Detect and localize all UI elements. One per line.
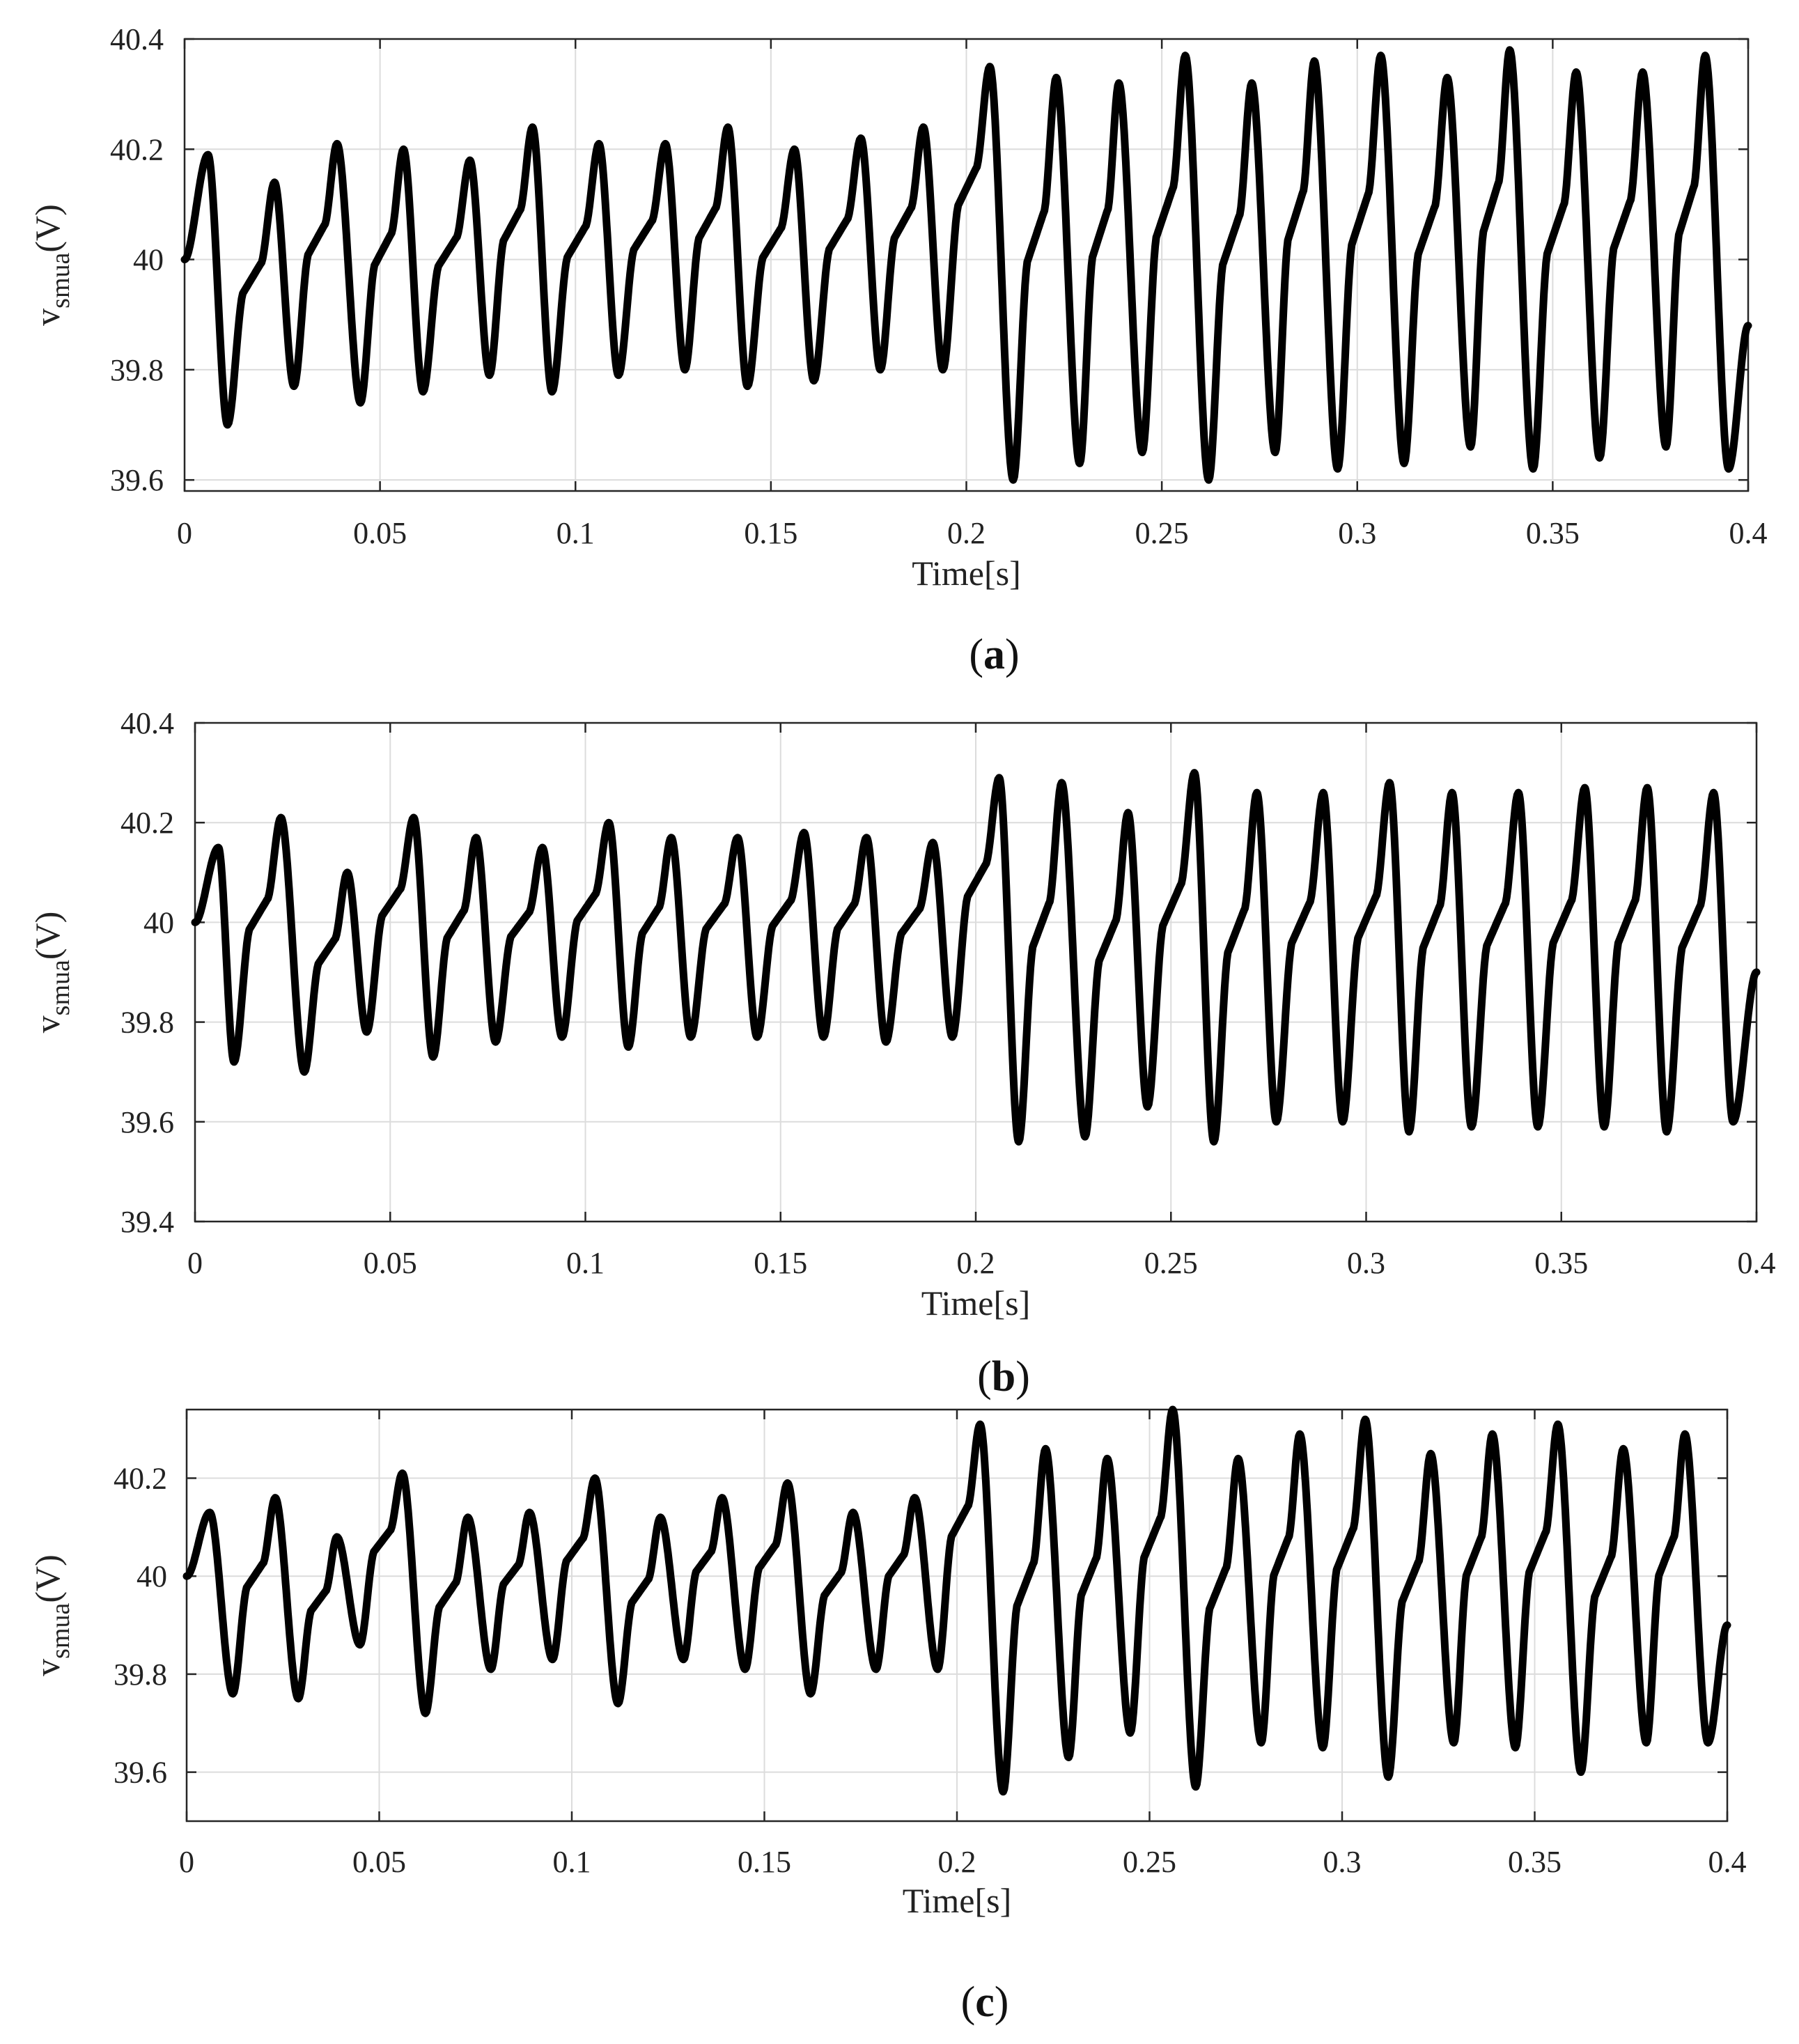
y-tick-label: 39.6 <box>110 463 164 497</box>
x-tick-label: 0 <box>179 1845 194 1879</box>
x-tick-label: 0.05 <box>352 1845 406 1879</box>
x-tick-label: 0.2 <box>957 1246 995 1280</box>
x-tick-label: 0.25 <box>1123 1845 1176 1879</box>
series-line <box>182 1405 1731 1796</box>
y-tick-label: 39.6 <box>120 1105 174 1139</box>
grid-lines <box>186 1410 1728 1821</box>
y-axis-label: vsmua(V) <box>28 204 75 326</box>
y-axis-label-subscript: smua <box>46 960 75 1015</box>
x-tick-label: 0.1 <box>566 1246 605 1280</box>
y-tick-label: 39.4 <box>120 1205 174 1239</box>
y-tick-label: 39.8 <box>110 353 164 387</box>
panel-caption: (c) <box>961 1979 1009 2026</box>
panel-caption-letter: c <box>975 1979 995 2026</box>
y-axis-label-main: v <box>28 1659 67 1676</box>
panel-caption: (a) <box>969 631 1019 678</box>
x-tick-label: 0.35 <box>1526 516 1580 550</box>
y-axis-label: vsmua(V) <box>28 1554 75 1676</box>
x-tick-label: 0.4 <box>1708 1845 1747 1879</box>
y-axis-label-subscript: smua <box>46 252 75 308</box>
chart-panel-a: 0 0.05 0.1 0.15 0.2 0.25 0.3 0.35 0.4 39.6 39.8 40 4… <box>28 22 1768 678</box>
x-axis-label: Time[s] <box>903 1881 1012 1920</box>
x-tick-label: 0.1 <box>553 1845 591 1879</box>
y-axis-label-unit: (V) <box>28 204 67 252</box>
y-tick-label: 40.2 <box>114 1462 167 1496</box>
panel-caption-letter: b <box>992 1353 1015 1401</box>
y-axis-label: vsmua(V) <box>28 912 75 1033</box>
y-tick-label: 40 <box>143 905 174 939</box>
y-axis-label-unit: (V) <box>28 1554 67 1602</box>
y-tick-label: 40 <box>137 1559 167 1593</box>
series-line <box>191 769 1761 1146</box>
y-axis-label-unit: (V) <box>28 912 67 960</box>
x-tick-label: 0.35 <box>1508 1845 1562 1879</box>
y-axis-label-main: v <box>28 309 67 326</box>
y-tick-label: 39.6 <box>114 1756 167 1790</box>
y-tick-label: 39.8 <box>120 1006 174 1040</box>
x-tick-label: 0.3 <box>1338 516 1376 550</box>
x-tick-label: 0.1 <box>556 516 595 550</box>
x-tick-label: 0.3 <box>1347 1246 1385 1280</box>
x-tick-label: 0.25 <box>1135 516 1189 550</box>
x-tick-label: 0.2 <box>947 516 986 550</box>
y-axis-label-subscript: smua <box>46 1602 75 1658</box>
x-tick-label: 0.05 <box>364 1246 417 1280</box>
x-tick-label: 0.15 <box>754 1246 807 1280</box>
x-axis-label: Time[s] <box>912 554 1021 593</box>
x-axis-label: Time[s] <box>921 1284 1031 1323</box>
x-tick-label: 0.15 <box>738 1845 791 1879</box>
series-line <box>180 46 1752 484</box>
panel-caption: (b) <box>977 1353 1030 1401</box>
x-tick-label: 0.4 <box>1729 516 1768 550</box>
chart-panel-b: 0 0.05 0.1 0.15 0.2 0.25 0.3 0.35 0.4 39.4 39.6 39.… <box>28 706 1776 1401</box>
y-tick-label: 40.4 <box>120 706 174 740</box>
x-tick-label: 0.35 <box>1534 1246 1588 1280</box>
y-tick-label: 40.2 <box>120 806 174 840</box>
x-tick-label: 0.15 <box>744 516 797 550</box>
x-tick-label: 0.2 <box>938 1845 976 1879</box>
y-tick-label: 40 <box>133 243 164 277</box>
x-tick-label: 0 <box>187 1246 203 1280</box>
y-tick-label: 40.4 <box>110 22 164 56</box>
x-tick-label: 0.05 <box>353 516 407 550</box>
panel-caption-letter: a <box>983 631 1005 678</box>
x-tick-label: 0 <box>177 516 192 550</box>
y-axis-label-main: v <box>28 1015 67 1033</box>
x-tick-label: 0.25 <box>1144 1246 1198 1280</box>
y-tick-label: 39.8 <box>114 1657 167 1692</box>
y-tick-label: 40.2 <box>110 132 164 166</box>
x-tick-label: 0.4 <box>1738 1246 1776 1280</box>
x-tick-label: 0.3 <box>1323 1845 1362 1879</box>
